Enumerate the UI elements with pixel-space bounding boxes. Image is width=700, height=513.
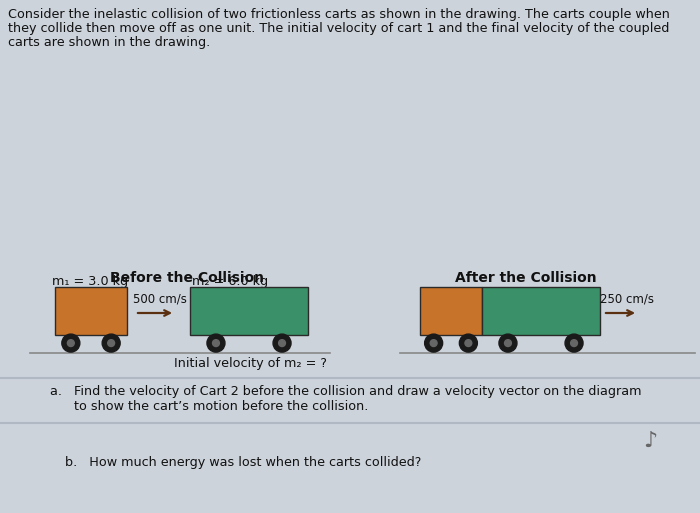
Circle shape <box>425 334 442 352</box>
Circle shape <box>499 334 517 352</box>
Bar <box>420 287 482 335</box>
Text: m₁ = 3.0 kg: m₁ = 3.0 kg <box>52 275 128 288</box>
Text: ♪: ♪ <box>643 431 657 451</box>
Text: m₂ = 6.0 kg: m₂ = 6.0 kg <box>192 275 268 288</box>
Circle shape <box>67 340 74 346</box>
Text: Initial velocity of m₂ = ?: Initial velocity of m₂ = ? <box>174 357 326 370</box>
Circle shape <box>213 340 219 346</box>
Text: b.   How much energy was lost when the carts collided?: b. How much energy was lost when the car… <box>65 456 421 469</box>
Circle shape <box>430 340 437 346</box>
Circle shape <box>570 340 578 346</box>
Circle shape <box>108 340 115 346</box>
Text: After the Collision: After the Collision <box>455 271 596 285</box>
Bar <box>482 287 600 335</box>
Text: a.   Find the velocity of Cart 2 before the collision and draw a velocity vector: a. Find the velocity of Cart 2 before th… <box>50 385 641 398</box>
Circle shape <box>102 334 120 352</box>
Text: 250 cm/s: 250 cm/s <box>600 293 654 306</box>
Bar <box>190 287 308 335</box>
Text: they collide then move off as one unit. The initial velocity of cart 1 and the f: they collide then move off as one unit. … <box>8 22 669 35</box>
Circle shape <box>465 340 472 346</box>
Text: to show the cart’s motion before the collision.: to show the cart’s motion before the col… <box>50 400 368 413</box>
Circle shape <box>62 334 80 352</box>
Circle shape <box>279 340 286 346</box>
Circle shape <box>207 334 225 352</box>
Text: Before the Collision: Before the Collision <box>110 271 264 285</box>
Circle shape <box>565 334 583 352</box>
Circle shape <box>459 334 477 352</box>
Text: Consider the inelastic collision of two frictionless carts as shown in the drawi: Consider the inelastic collision of two … <box>8 8 670 21</box>
Text: carts are shown in the drawing.: carts are shown in the drawing. <box>8 36 210 49</box>
Circle shape <box>505 340 512 346</box>
Text: 500 cm/s: 500 cm/s <box>133 293 187 306</box>
Bar <box>55 287 127 335</box>
Circle shape <box>273 334 291 352</box>
